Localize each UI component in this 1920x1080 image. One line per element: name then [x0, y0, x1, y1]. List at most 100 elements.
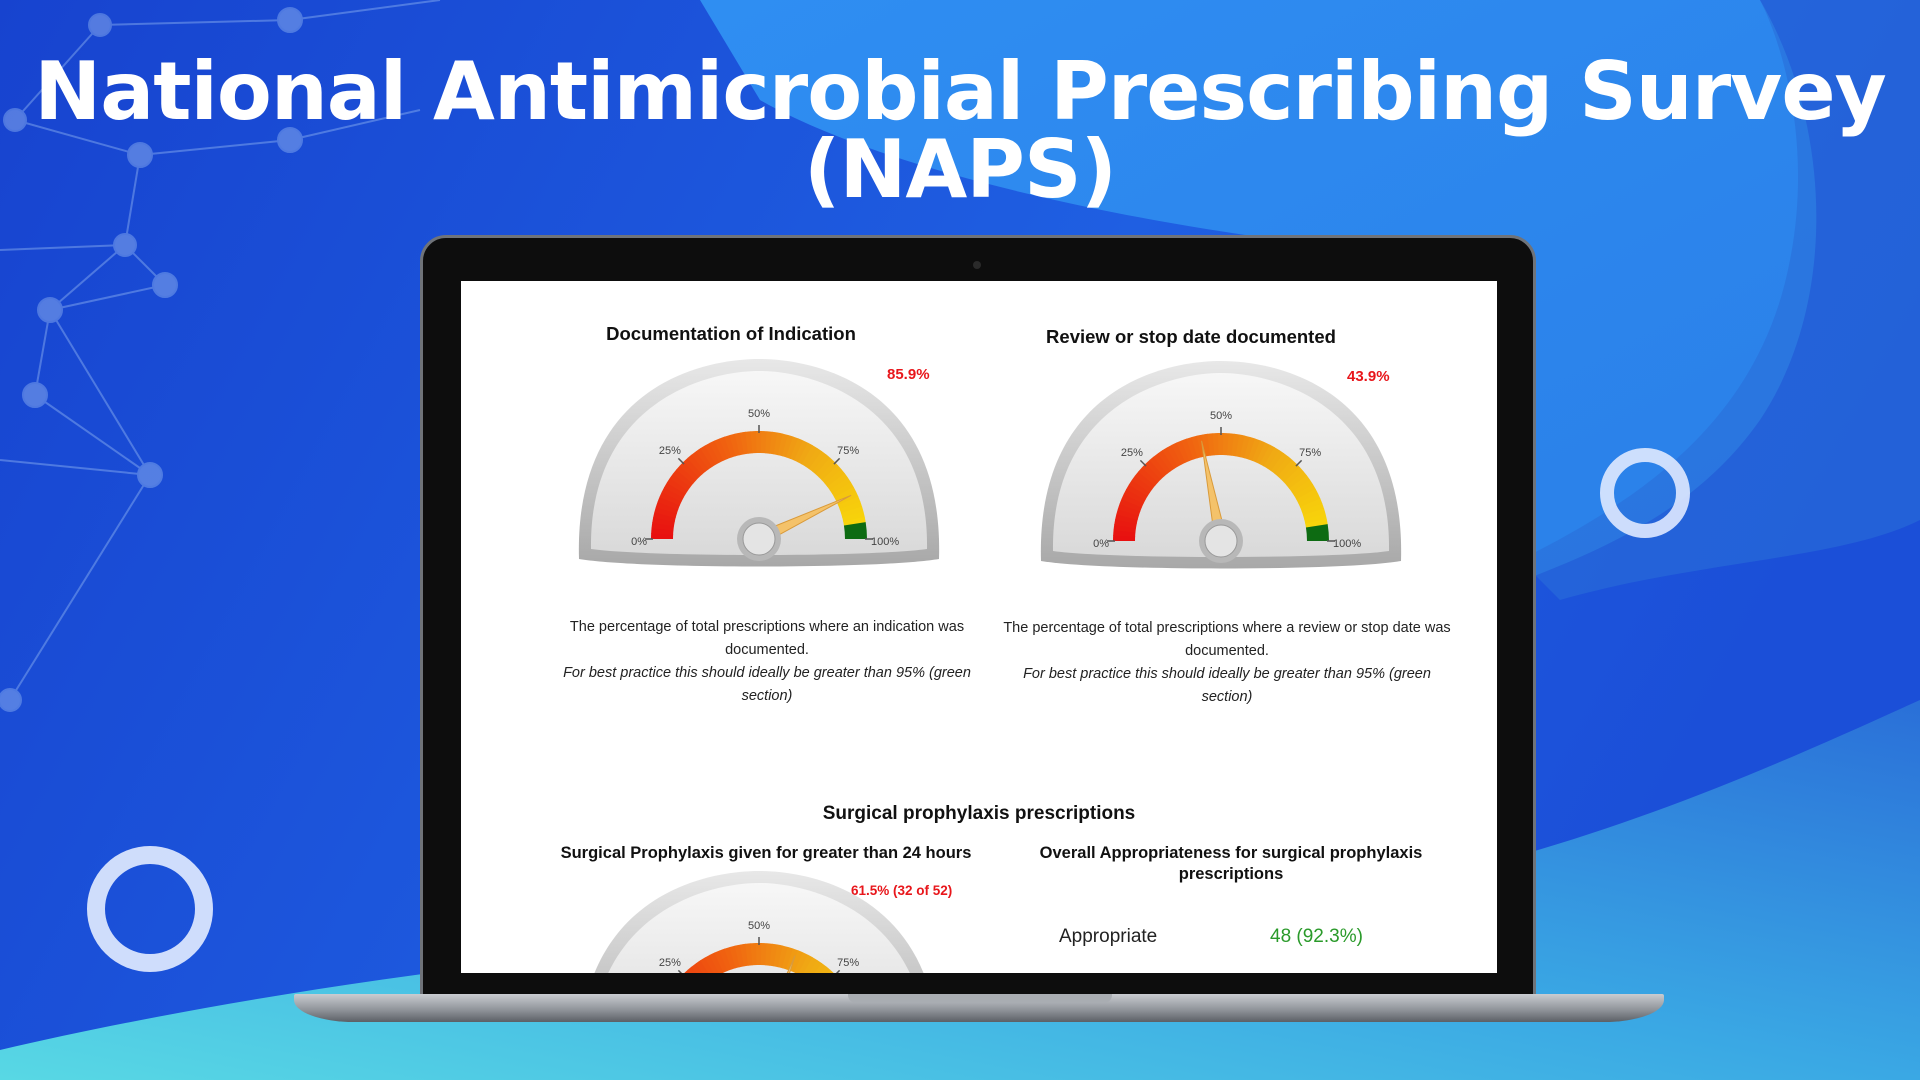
gauge-tick-label: 100% [871, 536, 899, 548]
gauge-arc-segment [781, 946, 794, 970]
gauge-arc-segment [1157, 450, 1175, 472]
gauge-arc-segment [781, 434, 794, 458]
gauge-arc-segment [808, 450, 827, 472]
gauge-value-surgical: 61.5% (32 of 52) [851, 883, 953, 898]
gauge-arc-segment [672, 469, 694, 488]
gauge-arc-segment [820, 966, 831, 973]
gauge-arc-segment [1270, 452, 1289, 474]
gauge-title-surgical: Surgical Prophylaxis given for greater t… [560, 844, 972, 862]
gauge-arc-segment [1298, 493, 1321, 508]
gauge-arc-segment [734, 944, 745, 968]
gauge-arc-segment [714, 438, 728, 461]
gauge-arc-segment [695, 960, 710, 973]
best-practice-note: For best practice this should ideally be… [563, 665, 971, 704]
gauge-value-review: 43.9% [1347, 368, 1390, 385]
gauge-arc-segment [824, 469, 846, 488]
gauge-arc-segment [719, 436, 732, 460]
gauge-arc-segment [1113, 524, 1137, 533]
gauge-arc-segment [803, 957, 818, 973]
gauge-arc-segment [812, 454, 831, 475]
gauge-arc-segment [1296, 488, 1319, 504]
gauge-review: 0% 25% 50% 75% 100% [1040, 361, 1402, 569]
gauge-arc-segment [1304, 513, 1327, 524]
gauge-arc-segment [1117, 503, 1141, 516]
gauge-arc-segment [1259, 444, 1276, 467]
gauge-arc-segment [765, 943, 773, 966]
gauge-arc-segment [1300, 498, 1323, 512]
gauge-arc-segment [790, 950, 804, 973]
gauge-arc-segment [769, 431, 778, 455]
gauge-arc-segment [1283, 467, 1304, 486]
appropriate-label: Appropriate [1059, 926, 1158, 947]
gauge-arc-segment [1217, 433, 1224, 456]
gauge-arc-segment [1145, 459, 1165, 480]
decorative-ring-left [87, 846, 213, 972]
gauge-arc-segment [1119, 498, 1142, 512]
gauge-hub [742, 522, 776, 556]
gauge-arc-segment [834, 486, 857, 502]
gauge-arc-segment [655, 501, 679, 514]
gauge-arc-segment [821, 465, 842, 484]
gauge-arc-segment [745, 431, 753, 454]
gauge-arc-segment [1277, 459, 1297, 480]
gauge-arc-segment [808, 959, 823, 973]
gauge-arc-segment [840, 506, 864, 518]
gauge-arc-segment [842, 511, 865, 522]
gauge-arc-segment [1123, 488, 1146, 504]
gauge-arc-segment [769, 943, 778, 967]
gauge-arc-segment [1153, 453, 1172, 474]
gauge-arc-segment [755, 431, 762, 454]
gauge-arc-segment [669, 473, 691, 491]
gauge-arc-segment [777, 433, 789, 457]
gauge-arc-segment [1267, 449, 1285, 472]
gauge-arc-segment [1162, 447, 1179, 469]
gauge-arc-segment [793, 440, 809, 463]
gauge-arc-segment [691, 451, 710, 472]
gauge-arc-segment [1235, 434, 1246, 458]
gauge-tick-label: 25% [659, 445, 681, 457]
appropriate-value: 48 (92.3%) [1270, 926, 1363, 947]
gauge-arc-segment [827, 473, 849, 491]
gauge-surgical: 0%25%50%75%100% [594, 871, 924, 973]
gauge-arc-segment [666, 477, 689, 495]
gauge-tick-label: 25% [659, 957, 681, 969]
section-title-surgical: Surgical prophylaxis prescriptions [822, 803, 1136, 824]
gauge-arc-segment [750, 943, 758, 966]
gauge-arc-segment [1227, 433, 1235, 456]
gauge-arc-segment [709, 440, 724, 463]
gauge-tick-label: 75% [837, 957, 859, 969]
laptop-hinge-notch [848, 994, 1112, 1003]
gauge-arc-segment [1114, 518, 1137, 529]
gauge-arc-segment [1191, 435, 1203, 459]
gauge-arc-segment [1239, 435, 1251, 459]
gauge-arc-segment [714, 950, 728, 973]
gauge-arc-segment [1302, 508, 1326, 520]
gauge-arc-segment [1291, 479, 1314, 497]
gauge-arc-segment [1176, 440, 1190, 463]
gauge-arc-segment [729, 433, 741, 457]
gauge-tick-label: 0% [1093, 538, 1109, 550]
gauge-arc-segment [1301, 503, 1325, 516]
decorative-ring-right [1600, 448, 1690, 538]
gauge-arc-segment [755, 943, 762, 966]
gauge-arc-segment [1231, 433, 1240, 457]
gauge-arc-segment [1305, 518, 1328, 529]
gauge-arc-segment [797, 442, 814, 465]
gauge-arc-segment [832, 482, 854, 498]
gauge-arc-segment [729, 945, 741, 969]
gauge-arc-segment [1294, 484, 1316, 500]
gauge-value-indication: 85.9% [887, 366, 930, 383]
gauge-arc-segment [750, 431, 758, 454]
gauge-arc-segment [683, 457, 703, 478]
gauge-arc-segment [777, 945, 789, 969]
gauge-tick [833, 457, 841, 465]
gauge-arc-segment [805, 447, 823, 470]
gauge-arc-segment [1113, 534, 1136, 541]
gauge-arc-segment [1128, 479, 1151, 497]
gauge-tick [835, 969, 841, 973]
page-title: National Antimicrobial Prescribing Surve… [34, 45, 1886, 138]
gauge-arc-segment [745, 943, 753, 966]
gauge-arc-segment [1141, 463, 1162, 483]
gauge-face [608, 883, 910, 973]
gauge-arc-segment [652, 516, 675, 527]
